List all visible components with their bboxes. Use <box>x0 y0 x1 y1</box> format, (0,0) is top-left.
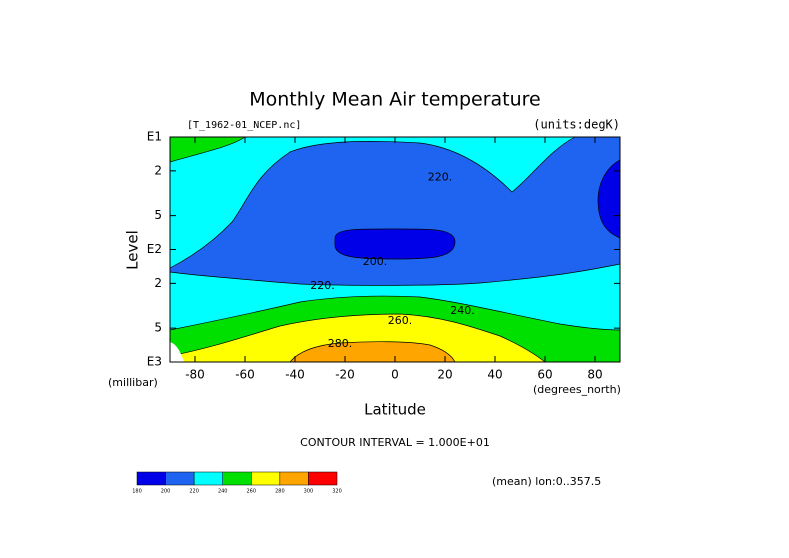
contour-band <box>289 341 456 363</box>
x-tick-label: 80 <box>587 368 602 382</box>
colorbar-label: 200 <box>161 489 171 495</box>
colorbar-label: 220 <box>189 489 199 495</box>
colorbar-box <box>308 471 338 486</box>
contour-label: 280. <box>328 337 353 350</box>
colorbar-label: 180 <box>132 489 142 495</box>
y-tick-label: 5 <box>154 321 162 335</box>
x-tick-label: 20 <box>437 368 452 382</box>
colorbar-box <box>165 471 195 486</box>
colorbar-box <box>251 471 281 486</box>
x-unit-label: (degrees_north) <box>533 383 621 396</box>
contour-interval: CONTOUR INTERVAL = 1.000E+01 <box>300 436 490 449</box>
surface-mask <box>170 342 184 362</box>
y-tick-label: E2 <box>147 242 162 256</box>
colorbar-box <box>136 471 166 486</box>
x-tick-label: 40 <box>487 368 502 382</box>
x-tick-label: -20 <box>335 368 355 382</box>
contour-band <box>169 136 621 286</box>
y-tick-label: E1 <box>147 130 162 144</box>
contour-label: 220. <box>428 171 453 184</box>
y-tick-label: 5 <box>154 208 162 222</box>
subtitle: [T_1962-01_NCEP.nc] <box>187 120 301 131</box>
colorbar-box <box>193 471 223 486</box>
contour-label: 220. <box>310 279 335 292</box>
contour-band <box>169 313 546 363</box>
colorbar-label: 260 <box>247 489 257 495</box>
x-axis-label: Latitude <box>364 401 426 419</box>
x-tick-label: 0 <box>391 368 399 382</box>
contour-band <box>334 228 456 260</box>
x-tick-label: 60 <box>537 368 552 382</box>
x-tick-label: -60 <box>235 368 255 382</box>
colorbar-label: 320 <box>332 489 342 495</box>
y-tick-label: E3 <box>147 355 162 369</box>
x-tick-label: -80 <box>185 368 205 382</box>
contour-label: 240. <box>450 304 475 317</box>
y-unit-label: (millibar) <box>108 376 158 389</box>
contour-label: 260. <box>388 314 413 327</box>
units: (units:degK) <box>533 118 620 132</box>
colorbar-label: 280 <box>275 489 285 495</box>
x-tick-label: -40 <box>285 368 305 382</box>
y-tick-label: 2 <box>154 276 162 290</box>
footnote: (mean) lon:0..357.5 <box>492 475 601 488</box>
y-tick-label: 2 <box>154 163 162 177</box>
contour-band <box>169 136 247 163</box>
contour-band <box>597 159 621 239</box>
contour-label: 200. <box>363 255 388 268</box>
y-axis-label: Level <box>124 230 142 270</box>
colorbar-box <box>279 471 309 486</box>
colorbar-label: 300 <box>304 489 314 495</box>
colorbar-label: 240 <box>218 489 228 495</box>
colorbar-box <box>222 471 252 486</box>
chart-title: Monthly Mean Air temperature <box>249 89 540 111</box>
